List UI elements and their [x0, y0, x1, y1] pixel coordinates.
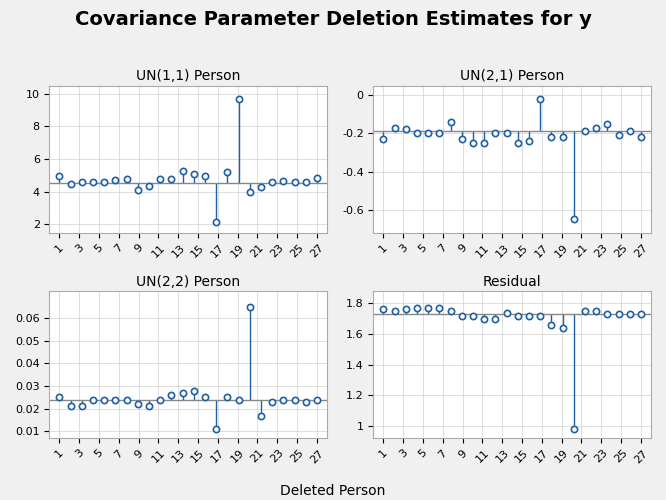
Title: UN(2,1) Person: UN(2,1) Person [460, 69, 564, 83]
Title: UN(2,2) Person: UN(2,2) Person [136, 274, 240, 288]
Title: Residual: Residual [483, 274, 541, 288]
Text: Covariance Parameter Deletion Estimates for y: Covariance Parameter Deletion Estimates … [75, 10, 591, 29]
Text: Deleted Person: Deleted Person [280, 484, 386, 498]
Title: UN(1,1) Person: UN(1,1) Person [136, 69, 240, 83]
